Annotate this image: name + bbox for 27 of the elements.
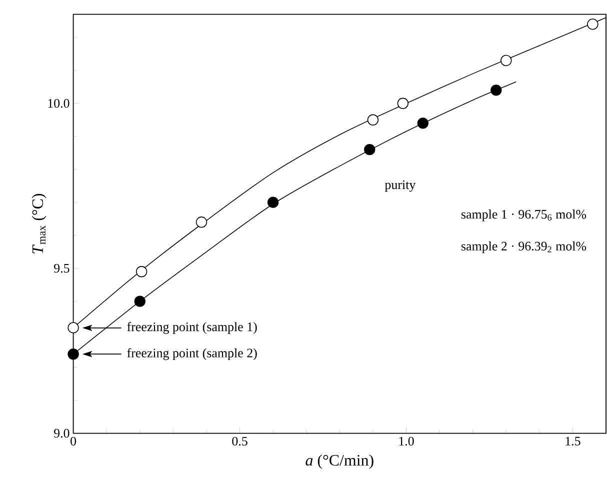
- y-tick-label: 9.0: [54, 428, 70, 438]
- point: [364, 144, 376, 156]
- point: [68, 322, 79, 334]
- point: [490, 84, 502, 96]
- point: [397, 98, 409, 109]
- point: [267, 196, 279, 208]
- x-tick-label: 1.5: [566, 436, 580, 446]
- y-axis-title: T$_{max}$ (°C): [32, 194, 46, 254]
- annotation: freezing point (sample 2): [127, 348, 257, 360]
- x-tick-label: 1.0: [399, 436, 414, 446]
- point: [134, 296, 146, 307]
- point: [68, 348, 79, 360]
- x-tick-label: 0: [70, 436, 76, 446]
- point: [587, 18, 598, 30]
- x-tick-label: 0.5: [232, 436, 248, 446]
- point: [196, 216, 208, 228]
- annotation: purity: [384, 180, 416, 192]
- annotation: sample 1 · 96.75$_{6}$ mol%: [462, 210, 586, 222]
- point: [136, 266, 148, 278]
- y-tick-label: 9.5: [54, 264, 70, 273]
- point: [367, 114, 379, 126]
- y-tick-label: 10.0: [48, 98, 70, 108]
- point: [500, 54, 512, 66]
- point: [417, 118, 428, 129]
- annotation: sample 2 · 96.39$_{2}$ mol%: [462, 241, 586, 254]
- annotation: freezing point (sample 1): [127, 322, 257, 334]
- x-axis-title: a (°C/min): [306, 454, 374, 469]
